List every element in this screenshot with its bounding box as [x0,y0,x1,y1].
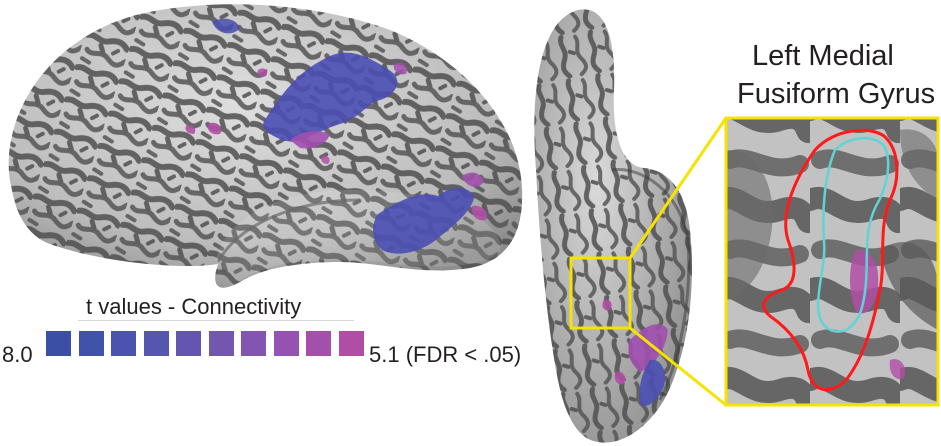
legend-swatch [46,331,71,356]
legend-swatch [338,331,364,356]
legend-max-label: 8.0 [2,342,33,367]
zoom-inset [724,116,940,407]
legend-swatch [78,331,104,356]
zoom-connector-bottom [629,326,727,407]
legend-title: t values - Connectivity [86,294,302,319]
legend-swatch [111,331,136,356]
roi-outline-red [762,128,899,392]
legend-swatch [241,331,266,356]
zoom-frame [724,116,940,407]
ventral-inflated-brain [534,9,692,443]
zoom-title-line2: Fusiform Gyrus [737,78,936,110]
zoom-activation [850,249,879,314]
legend-divider [78,320,354,321]
legend-swatch [306,331,331,356]
legend-swatch [208,331,234,356]
zoom-region-box [569,256,632,330]
legend-swatch [273,331,299,356]
legend-min-label: 5.1 (FDR < .05) [369,342,522,367]
zoom-callout [569,117,728,407]
legend-swatch [143,331,169,356]
zoom-title-line1: Left Medial [752,40,894,72]
zoom-connector-top [628,117,728,259]
roi-outline-cyan [816,137,890,333]
legend-swatch [176,331,201,356]
lateral-inflated-brain [8,4,523,288]
activation-clusters-lateral [185,18,488,254]
